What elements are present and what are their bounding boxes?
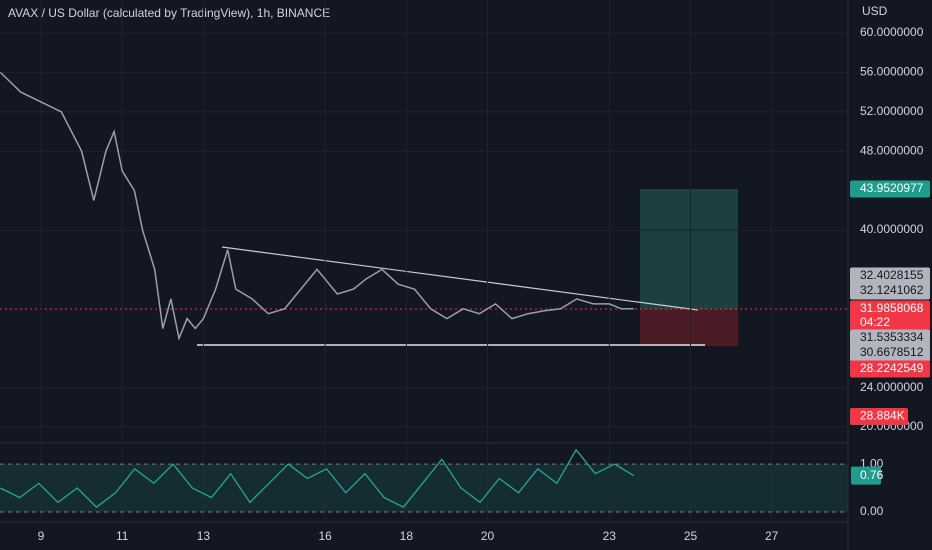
time-tick-label: 27 [765, 529, 779, 543]
price-tag-label: 31.9858068 [860, 301, 924, 315]
price-tag-label: 32.1241062 [860, 283, 924, 297]
price-tag [850, 180, 930, 198]
price-tick-label: 52.0000000 [860, 104, 924, 118]
time-tick-label: 16 [318, 529, 332, 543]
price-tag-label: 30.6678512 [860, 345, 924, 359]
price-tick-label: 56.0000000 [860, 65, 924, 79]
price-tag [850, 329, 930, 347]
time-tick-label: 25 [684, 529, 698, 543]
price-tag [850, 300, 930, 331]
price-line [0, 71, 634, 341]
time-tick-label: 9 [38, 529, 45, 543]
price-tick-label: 60.0000000 [860, 25, 924, 39]
volume-tag [850, 408, 908, 425]
price-tag-label: 32.4028155 [860, 268, 924, 282]
currency-label: USD [862, 4, 888, 18]
target-zone [640, 189, 738, 309]
countdown-label: 04:22 [860, 315, 890, 329]
volume-tag-label: 28.884K [860, 409, 905, 423]
oscillator-line [0, 448, 635, 509]
price-tag [850, 267, 930, 285]
price-tag [850, 360, 930, 378]
oscillator-tag-label: 0.76 [860, 468, 884, 482]
resistance-line [221, 246, 699, 311]
price-tag-label: 28.2242549 [860, 361, 924, 375]
price-tag-label: 31.5353334 [860, 330, 924, 344]
time-tick-label: 13 [197, 529, 211, 543]
oscillator-band [0, 464, 848, 512]
price-tick-label: 40.0000000 [860, 222, 924, 236]
chart-title: AVAX / US Dollar (calculated by TradingV… [8, 6, 330, 20]
time-tick-label: 18 [400, 529, 414, 543]
oscillator-tick-label: 0.00 [860, 504, 884, 518]
time-tick-label: 20 [481, 529, 495, 543]
time-tick-label: 23 [603, 529, 617, 543]
stop-zone [640, 309, 738, 346]
price-tag [850, 282, 930, 300]
price-tag-label: 43.9520977 [860, 181, 924, 195]
price-tick-label: 24.0000000 [860, 380, 924, 394]
time-tick-label: 11 [116, 529, 129, 543]
price-tag [850, 344, 930, 362]
oscillator-tag [851, 466, 881, 485]
price-tick-label: 48.0000000 [860, 143, 924, 157]
